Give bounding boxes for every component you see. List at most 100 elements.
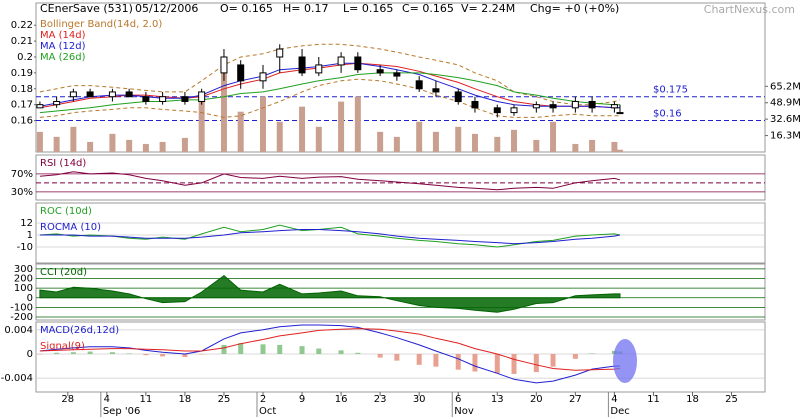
- y-tick-label: 0: [27, 349, 33, 360]
- panel-frame: [35, 154, 766, 201]
- volume-bar: [198, 91, 205, 152]
- month-label: Sep '06: [103, 406, 141, 417]
- band-lower: [39, 78, 620, 118]
- panel-frame: [35, 263, 766, 321]
- legend-label: RSI (14d): [40, 158, 86, 169]
- histogram-bar: [299, 346, 305, 354]
- line: [39, 171, 621, 191]
- volume-bar: [550, 121, 557, 152]
- y-tick-label: 70%: [11, 169, 33, 180]
- volume-bar: [589, 139, 596, 152]
- candle-body: [588, 100, 596, 109]
- volume-bar: [338, 101, 345, 152]
- volume-bar: [109, 133, 116, 152]
- y-tick-label: -10: [17, 242, 33, 253]
- reference-label: $0.175: [653, 85, 688, 96]
- candle-body: [220, 56, 228, 74]
- candle-body: [510, 107, 518, 114]
- candle-body: [125, 91, 133, 98]
- volume-bar: [471, 133, 478, 152]
- x-tick-label: 6: [455, 394, 461, 405]
- volume-bar: [432, 131, 439, 152]
- volume: V= 2.24M: [461, 2, 515, 15]
- y-tick-label: 100: [14, 283, 33, 294]
- y-tick-label: 0.19: [11, 68, 33, 79]
- histogram-bar: [37, 353, 43, 355]
- volume-bar: [142, 143, 149, 152]
- histogram-bar: [221, 344, 227, 354]
- volume-bar: [416, 121, 423, 152]
- candle-body: [415, 80, 423, 90]
- legend-label: MA (14d): [40, 30, 86, 41]
- legend-label: Signal(9): [40, 341, 85, 352]
- volume-bar: [260, 96, 267, 152]
- panel-frame: [35, 321, 766, 393]
- candle-body: [69, 91, 77, 98]
- candle-body: [36, 104, 44, 109]
- volume-bar: [220, 71, 227, 152]
- candle-body: [237, 64, 245, 82]
- candle-body: [276, 48, 284, 58]
- highlight: [613, 339, 637, 383]
- candle-body: [610, 104, 618, 109]
- reference-label: $0.16: [653, 109, 682, 120]
- histogram-bar: [455, 353, 461, 370]
- x-tick-label: 18: [179, 394, 192, 405]
- histogram-bar: [238, 343, 244, 354]
- legend-label: MA (26d): [40, 52, 86, 63]
- y-tick-label: 30%: [11, 187, 33, 198]
- histogram-bar: [416, 353, 422, 365]
- volume-bar: [53, 136, 60, 152]
- histogram-bar: [54, 352, 60, 354]
- volume-bar: [494, 136, 501, 152]
- legend-label: ROCMA (10): [40, 222, 101, 233]
- legend-label: ROC (10d): [40, 206, 92, 217]
- x-tick-label: 27: [569, 394, 582, 405]
- x-tick-label: 9: [299, 394, 305, 405]
- volume-bar: [511, 129, 518, 152]
- candle-body: [181, 96, 189, 102]
- candle-body: [532, 104, 540, 109]
- x-tick-label: 2: [260, 394, 266, 405]
- candle-body: [159, 96, 167, 102]
- x-tick-label: 16: [335, 394, 348, 405]
- area: [39, 274, 621, 313]
- y2-tick-label: 32.6M: [770, 114, 800, 125]
- month-label: Dec: [610, 406, 629, 417]
- y-tick-label: 0.2: [17, 52, 33, 63]
- volume-bar: [393, 136, 400, 152]
- candle-body: [142, 96, 150, 102]
- legend-label: MA (12d): [40, 41, 86, 52]
- histogram-bar: [494, 353, 500, 374]
- candle-body: [571, 100, 579, 109]
- x-tick-label: 20: [530, 394, 543, 405]
- volume-bar: [159, 141, 166, 152]
- x-tick-label: 13: [491, 394, 504, 405]
- month-label: Nov: [454, 406, 474, 417]
- candle-body: [432, 88, 440, 93]
- y-tick-label: 200: [14, 274, 33, 285]
- y2-tick-label: 48.9M: [770, 98, 800, 109]
- candle-body: [315, 64, 323, 74]
- y-tick-label: 0.18: [11, 84, 33, 95]
- legend-label: Bollinger Band(14d, 2.0): [40, 19, 162, 30]
- y2-tick-label: 16.3M: [770, 131, 800, 142]
- histogram-bar: [143, 353, 149, 356]
- low: L= 0.165: [343, 2, 393, 15]
- volume-bar: [70, 126, 77, 152]
- volume-bar: [237, 111, 244, 152]
- histogram-bar: [277, 344, 283, 354]
- y-tick-label: 0.21: [11, 36, 33, 47]
- histogram-bar: [355, 352, 361, 354]
- candle-body: [454, 91, 462, 102]
- volume-bar: [377, 131, 384, 152]
- histogram-bar: [260, 344, 266, 354]
- y-tick-label: -200: [10, 312, 33, 323]
- date: 05/12/2006: [135, 2, 198, 15]
- volume-bar: [276, 121, 283, 152]
- x-tick-label: 4: [104, 394, 110, 405]
- y-tick-label: 0: [27, 293, 33, 304]
- x-tick-label: 11: [140, 394, 153, 405]
